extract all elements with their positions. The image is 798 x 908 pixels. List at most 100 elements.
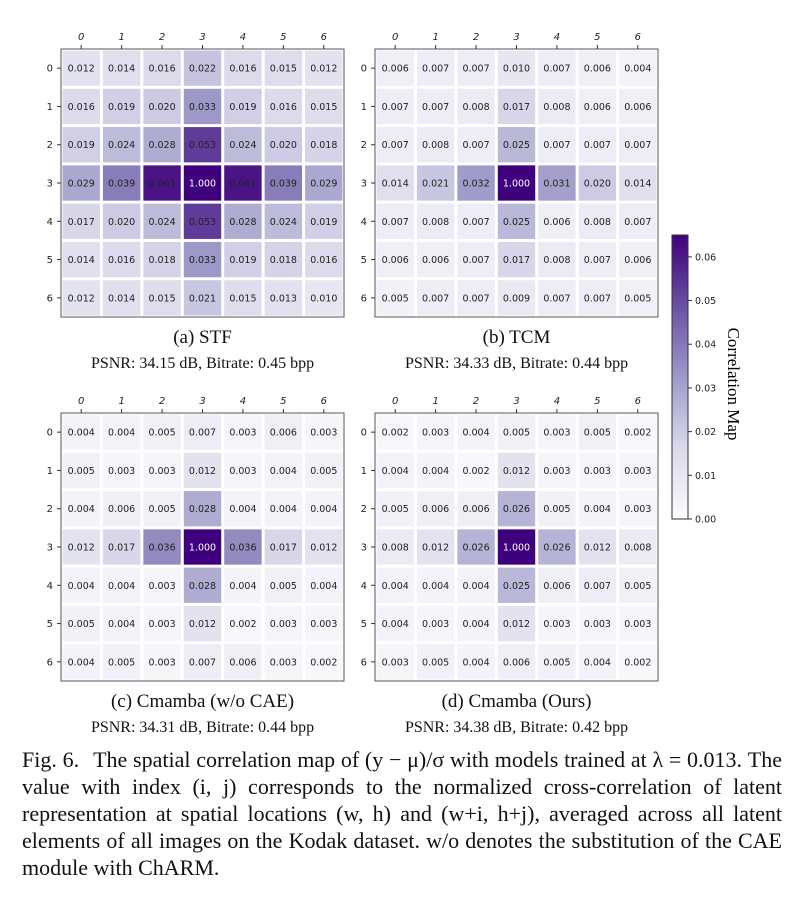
heatmap-cell <box>538 452 576 489</box>
cell-value-label: 0.005 <box>270 581 297 592</box>
heatmap-cell <box>457 529 495 565</box>
cell-value-label: 0.012 <box>503 619 530 630</box>
heatmap-cell <box>619 491 657 527</box>
cell-value-label: 0.007 <box>189 657 216 668</box>
heatmap-cell <box>183 127 222 163</box>
cell-value-label: 0.004 <box>108 428 135 439</box>
heatmap-cell <box>224 567 262 603</box>
heatmap-cell <box>143 567 181 603</box>
heatmap-cell <box>264 644 303 680</box>
heatmap-cell <box>497 529 536 565</box>
y-tick-label: 6 <box>47 657 53 668</box>
heatmap-cell <box>102 203 141 239</box>
cell-value-label: 0.003 <box>108 466 135 477</box>
cell-value-label: 0.020 <box>584 179 611 190</box>
heatmap-cell <box>183 241 222 278</box>
cell-value-label: 0.007 <box>624 217 651 228</box>
heatmap-cell <box>497 567 536 603</box>
heatmap-cell <box>305 491 343 527</box>
heatmap-cell <box>457 203 495 239</box>
x-tick-label: 1 <box>118 32 124 43</box>
cell-value-label: 0.008 <box>624 543 651 554</box>
cell-value-label: 0.012 <box>422 543 449 554</box>
cell-value-label: 1.000 <box>189 543 216 554</box>
y-tick-label: 4 <box>47 217 53 228</box>
heatmap-panels: 0.012 0.014 0.016 0.022 0.016 0.015 0.012 0.016… <box>47 32 659 736</box>
heatmap-cell <box>619 88 657 125</box>
heatmap-cell <box>538 50 576 86</box>
heatmap-cell <box>457 241 495 278</box>
y-tick-label: 3 <box>361 543 367 554</box>
heatmap-cell <box>619 567 657 603</box>
heatmap-cell <box>183 452 222 489</box>
colorbar-tick-label: 0.04 <box>695 340 716 351</box>
cell-value-label: 0.003 <box>229 466 256 477</box>
cell-value-label: 0.031 <box>543 179 570 190</box>
x-tick-label: 4 <box>554 32 560 43</box>
heatmap-cell <box>224 241 262 278</box>
y-tick-label: 4 <box>361 217 367 228</box>
cell-value-label: 0.007 <box>543 64 570 75</box>
heatmap-cell <box>457 280 495 316</box>
cell-value-label: 0.004 <box>68 428 95 439</box>
heatmap-cell <box>497 605 536 642</box>
heatmap-cell <box>497 127 536 163</box>
cell-value-label: 1.000 <box>503 179 530 190</box>
cell-value-label: 0.012 <box>503 466 530 477</box>
cell-value-label: 0.007 <box>543 293 570 304</box>
heatmap-cell <box>183 529 222 565</box>
cell-value-label: 0.005 <box>543 657 570 668</box>
heatmap-cell <box>224 644 262 680</box>
cell-value-label: 0.005 <box>382 293 409 304</box>
cell-value-label: 0.015 <box>229 293 256 304</box>
heatmap-cell <box>457 452 495 489</box>
cell-value-label: 0.039 <box>108 179 135 190</box>
cell-value-label: 0.005 <box>584 428 611 439</box>
cell-value-label: 0.004 <box>382 619 409 630</box>
cell-value-label: 0.020 <box>148 102 175 113</box>
x-tick-label: 2 <box>473 396 479 407</box>
cell-value-label: 0.017 <box>503 255 530 266</box>
heatmap-cell <box>416 127 455 163</box>
heatmap-cell <box>62 165 100 201</box>
heatmap-cell <box>62 414 100 450</box>
heatmap-cell <box>264 491 303 527</box>
cell-value-label: 0.005 <box>310 466 337 477</box>
cell-value-label: 0.024 <box>148 217 175 228</box>
cell-value-label: 0.014 <box>68 255 95 266</box>
y-tick-label: 4 <box>361 581 367 592</box>
cell-value-label: 0.007 <box>422 64 449 75</box>
heatmap-cell <box>305 241 343 278</box>
y-tick-label: 0 <box>361 64 367 75</box>
colorbar-tick-label: 0.02 <box>695 427 716 438</box>
colorbar-gradient <box>671 234 689 520</box>
x-tick-label: 3 <box>513 32 519 43</box>
heatmap-cell <box>457 605 495 642</box>
heatmap-cell <box>376 241 414 278</box>
heatmap-cell <box>497 452 536 489</box>
heatmap-cell <box>416 241 455 278</box>
y-tick-label: 6 <box>47 293 53 304</box>
heatmap-cell <box>619 50 657 86</box>
y-tick-label: 2 <box>361 140 367 151</box>
heatmap-cell <box>376 491 414 527</box>
heatmap-cell <box>102 605 141 642</box>
heatmap-cell <box>62 280 100 316</box>
cell-value-label: 0.004 <box>310 504 337 515</box>
figure-caption: Fig. 6. The spatial correlation map of (y… <box>22 746 782 881</box>
cell-value-label: 0.003 <box>624 466 651 477</box>
heatmap-cell <box>578 644 617 680</box>
heatmap-cell <box>376 88 414 125</box>
heatmap-cell <box>619 241 657 278</box>
cell-value-label: 0.004 <box>229 581 256 592</box>
cell-value-label: 0.009 <box>503 293 530 304</box>
cell-value-label: 0.006 <box>422 255 449 266</box>
heatmap-cell <box>62 567 100 603</box>
cell-value-label: 0.012 <box>584 543 611 554</box>
heatmap-cell <box>143 88 181 125</box>
cell-value-label: 0.028 <box>229 217 256 228</box>
cell-value-label: 0.003 <box>422 619 449 630</box>
cell-value-label: 0.022 <box>189 64 216 75</box>
x-tick-label: 4 <box>554 396 560 407</box>
heatmap-cell <box>264 241 303 278</box>
